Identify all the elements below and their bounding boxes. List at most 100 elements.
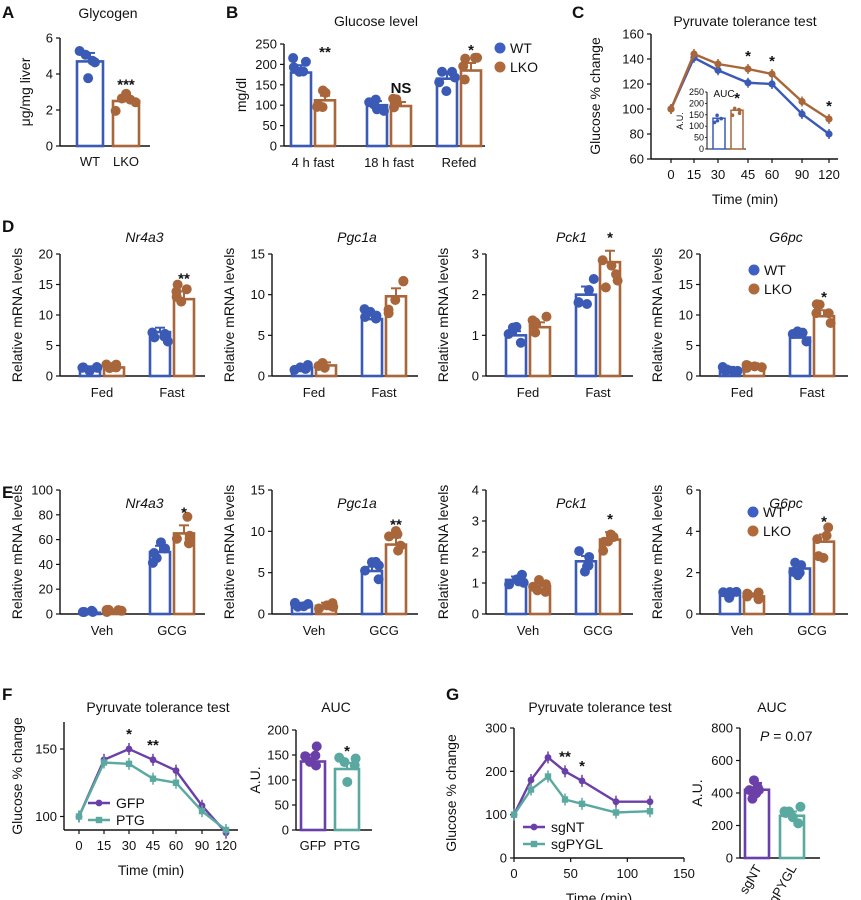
chart-title: Nr4a3 [125,229,163,245]
data-point [300,56,311,67]
y-tick-label: 20 [679,247,693,262]
data-point [290,597,301,608]
legend-marker [530,823,538,831]
data-point [753,587,764,598]
data-point [222,826,230,834]
y-tick-label: 100 [255,98,277,113]
legend-marker [747,506,759,518]
data-point [825,115,833,123]
data-point [732,365,743,376]
data-point [714,66,722,74]
x-tick-label: Veh [91,623,113,638]
chart-c: 60 80 100 120 140 160 Pyruvate tolerance test G… [587,13,840,207]
data-point [373,574,384,585]
chart-title: Pck1 [556,229,587,245]
data-point [125,745,133,753]
bar [299,760,327,832]
data-point [714,60,722,68]
data-point [814,299,825,310]
y-tick-label: 5 [258,565,265,580]
x-tick-label: sgNT [736,862,765,896]
data-point [171,533,182,544]
data-point [801,336,812,347]
significance-mark: ** [147,737,159,754]
x-tick-label: 100 [616,866,638,881]
data-point [667,105,675,113]
x-axis-label: Time (min) [712,191,778,207]
data-point [646,798,654,806]
y-tick-label: 2 [46,103,53,118]
panel-letter-3: D [2,217,14,236]
y-tick-label: 600 [711,753,733,768]
chart-e1: 0 20 40 60 80 100 Nr4a3 Relative mRNA levels Veh… [9,483,205,638]
significance-mark: * [821,289,827,306]
y-axis-label: μg/mg liver [17,57,33,126]
significance-mark: * [607,230,613,247]
y-tick-label: 250 [255,37,277,52]
chart-title: AUC [757,699,787,715]
data-point [787,812,798,823]
y-tick-label: 4 [686,524,693,539]
significance-mark: * [745,48,751,65]
data-point [349,760,360,771]
chart-title: Pgc1a [337,229,377,245]
data-point [811,308,822,319]
y-tick-label: 0 [686,607,693,622]
y-axis-label: Glucose % change [587,37,603,155]
data-point [540,586,551,597]
chart-title: Glycogen [78,5,137,21]
data-point [80,49,91,60]
legend-marker [748,264,760,276]
data-point [92,362,103,373]
inset-bar [730,109,744,150]
x-tick-label: 4 h fast [292,155,335,170]
x-tick-label: 0 [667,167,674,182]
x-tick-label: 15 [687,167,701,182]
data-point [79,607,90,617]
chart-title: Pck1 [556,495,587,511]
data-point [748,775,759,786]
y-tick-label: 1 [472,576,479,591]
y-tick-label: 0 [726,851,733,866]
data-point [388,102,399,113]
data-point [583,560,594,571]
data-point [159,331,170,342]
y-tick-label: 160 [622,27,644,42]
data-point [110,105,121,116]
y-tick-label: 60 [39,532,53,547]
data-point [390,525,401,536]
legend-label: sgPYGL [551,836,603,852]
inset-y-label: A.U. [675,112,685,130]
data-point [160,543,171,554]
y-tick-label: 5 [686,338,693,353]
legend-marker [747,525,759,537]
data-point [384,531,395,542]
inset-title: AUC [713,89,734,100]
x-tick-label: 120 [215,838,237,853]
data-point [149,756,157,764]
data-point [295,362,306,373]
y-axis-label: A.U. [247,766,263,793]
data-point [768,80,776,88]
data-point [172,779,180,786]
chart-a: 0 2 4 6 Glycogen μg/mg liver WT LKO *** [17,5,150,169]
data-point [472,52,483,63]
y-tick-label: 0 [472,369,479,384]
data-point [87,55,98,66]
x-tick-label: 18 h fast [364,155,414,170]
data-point [530,317,541,328]
data-point [393,545,404,556]
data-point [599,536,610,547]
data-point [527,786,535,793]
legend-label: GFP [116,795,145,811]
data-point [797,327,808,338]
x-tick-label: 30 [711,167,725,182]
x-tick-label: WT [80,154,100,169]
data-point [360,565,371,576]
x-tick-label: Refed [442,155,477,170]
y-axis-label: Relative mRNA levels [435,485,451,620]
y-tick-label: 6 [46,31,53,46]
y-tick-label: 1 [472,328,479,343]
data-point [100,759,108,766]
